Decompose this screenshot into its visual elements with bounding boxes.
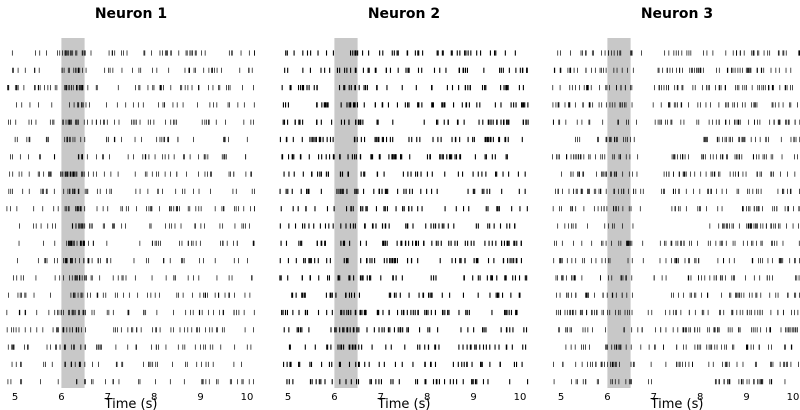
x-tick-label: 8	[697, 392, 703, 403]
neuron-1-stimulus-shade	[61, 38, 85, 388]
neuron-3-x-axis-label: Time (s)	[650, 397, 704, 410]
x-tick-label: 5	[285, 392, 291, 403]
x-tick-label: 7	[105, 392, 111, 403]
neuron-2-stimulus-shade	[334, 38, 358, 388]
neuron-3-title: Neuron 3	[641, 6, 713, 22]
x-tick-label: 7	[378, 392, 384, 403]
neuron-2-spike-raster	[279, 50, 529, 385]
neuron-1-x-ticks: 5 6 7 8 9 10	[12, 392, 254, 403]
neuron-3-x-ticks: 5 6 7 8 9 10	[558, 392, 800, 403]
neuron-1-title: Neuron 1	[95, 6, 167, 22]
neuron-3-stimulus-shade	[607, 38, 631, 388]
neuron-2-x-axis-label: Time (s)	[377, 397, 431, 410]
x-tick-label: 7	[651, 392, 657, 403]
x-tick-label: 5	[558, 392, 564, 403]
x-tick-label: 10	[514, 392, 527, 403]
x-tick-label: 10	[787, 392, 800, 403]
neuron-2-panel: Neuron 2 5 6 7 8 9 10 Time (s)	[279, 6, 529, 410]
x-tick-label: 8	[424, 392, 430, 403]
x-tick-label: 9	[197, 392, 203, 403]
x-tick-label: 9	[470, 392, 476, 403]
neuron-1-panel: Neuron 1 5 6 7 8 9 10 Time (s)	[6, 6, 255, 410]
x-tick-label: 5	[12, 392, 18, 403]
x-tick-label: 6	[331, 392, 337, 403]
neuron-1-x-axis-label: Time (s)	[104, 397, 158, 410]
neuron-3-spike-raster	[552, 50, 800, 385]
x-tick-label: 8	[151, 392, 157, 403]
x-tick-label: 10	[241, 392, 254, 403]
x-tick-label: 6	[58, 392, 64, 403]
neuron-3-panel: Neuron 3 5 6 7 8 9 10 Time (s)	[552, 6, 800, 410]
neuron-2-title: Neuron 2	[368, 6, 440, 22]
neuron-2-x-ticks: 5 6 7 8 9 10	[285, 392, 527, 403]
neuron-1-spike-raster	[6, 50, 255, 385]
x-tick-label: 6	[604, 392, 610, 403]
x-tick-label: 9	[743, 392, 749, 403]
